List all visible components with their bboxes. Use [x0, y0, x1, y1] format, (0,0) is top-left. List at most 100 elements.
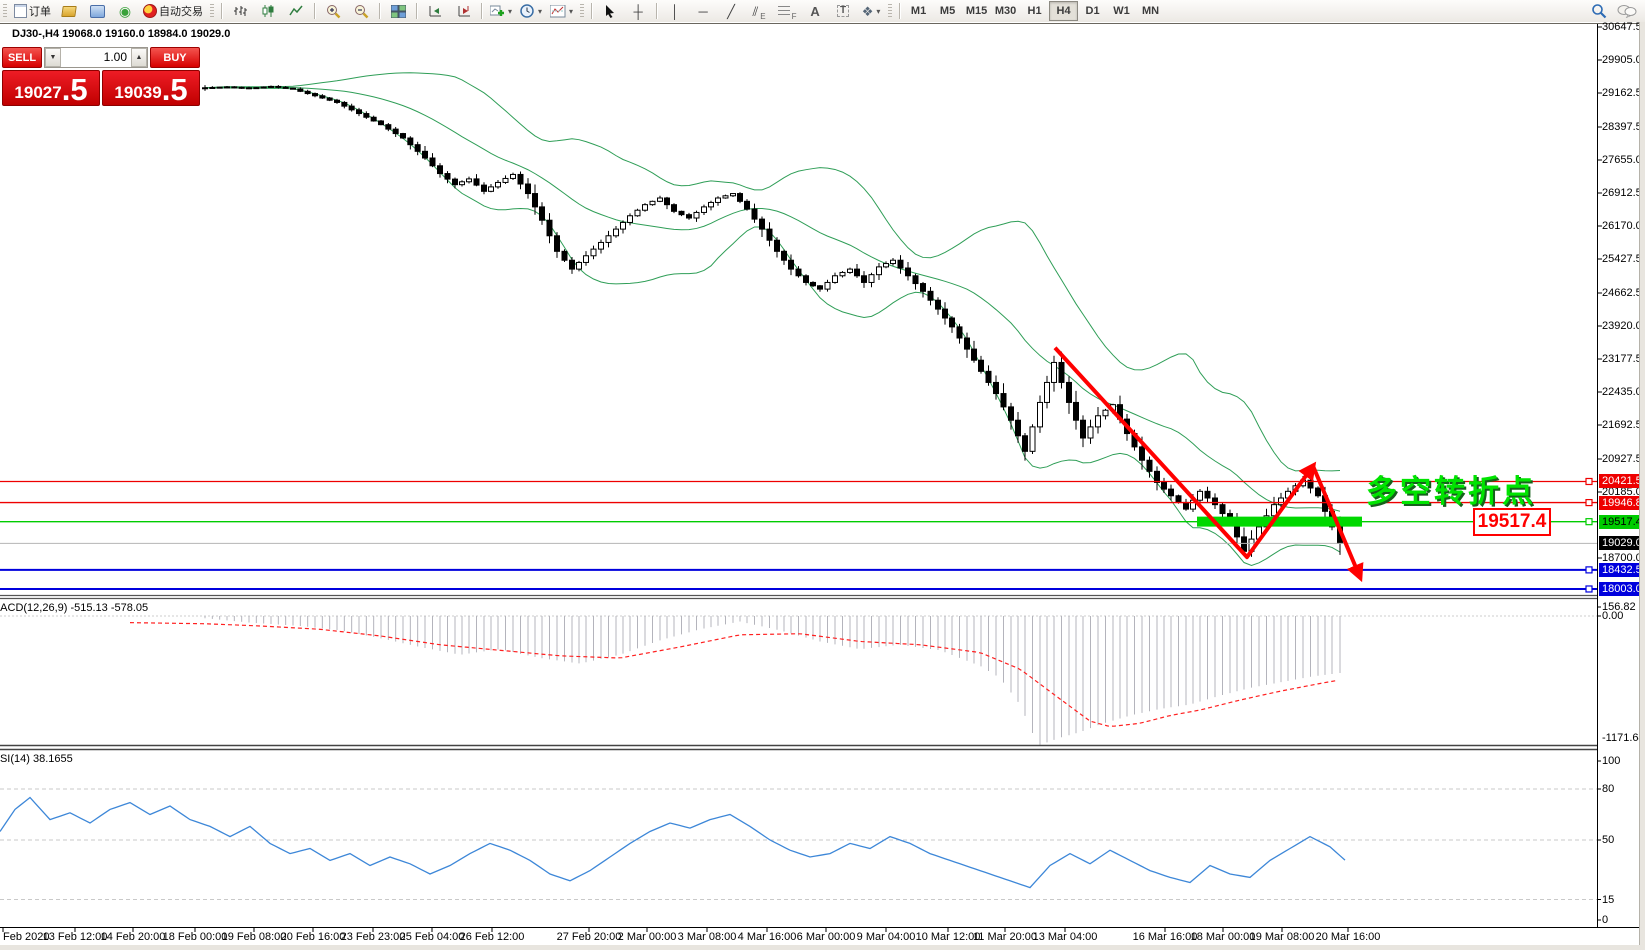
price-axis-label: 15: [1602, 893, 1615, 906]
time-axis-label: 19 Mar 08:00: [1249, 931, 1315, 943]
trendline-icon: ╱: [727, 3, 735, 19]
channel-tool-button[interactable]: ⫽ E: [745, 0, 773, 22]
volume-value[interactable]: 1.00: [103, 50, 127, 64]
text-tool-button[interactable]: A: [801, 0, 829, 22]
cursor-icon: [606, 5, 615, 18]
chat-icon[interactable]: [1617, 4, 1637, 18]
time-axis-label: 3 Mar 08:00: [677, 931, 737, 943]
terminal-button[interactable]: [83, 0, 111, 22]
one-click-trade-panel: SELL ▼ 1.00 ▲ BUY 19027 .5 19039 .5: [2, 47, 200, 106]
channel-icon: ⫽: [752, 3, 759, 19]
chart-canvas[interactable]: [0, 22, 1645, 950]
price-axis-label: 28397.5: [1602, 121, 1642, 133]
profiles-button[interactable]: ▾: [516, 0, 546, 22]
chart-shift-icon: [458, 6, 470, 17]
timeframe-M15[interactable]: M15: [965, 5, 988, 17]
main-toolbar: 订单 ◉ 自动交易 ▾ ▾: [0, 0, 1645, 23]
volume-decrease-button[interactable]: ▼: [45, 48, 61, 67]
horizontal-line-icon: ─: [698, 3, 708, 19]
sell-price-pips: .5: [61, 71, 88, 107]
dropdown-arrow-icon: ▾: [538, 6, 543, 16]
price-axis-label: 29162.5: [1602, 87, 1642, 99]
trendline-tool-button[interactable]: ╱: [717, 0, 745, 22]
shapes-icon: ❖: [861, 3, 874, 19]
price-axis-label: 26912.5: [1602, 187, 1642, 199]
turning-point-annotation[interactable]: 多空转折点: [1366, 474, 1536, 509]
new-order-label: 订单: [29, 6, 51, 18]
time-axis-label: 9 Mar 04:00: [856, 931, 916, 943]
time-axis-label: 6 Mar 00:00: [796, 931, 856, 943]
timeframe-MN[interactable]: MN: [1141, 5, 1160, 17]
indicators-button[interactable]: ▾: [546, 0, 577, 22]
price-axis-label: 18003.0: [1599, 581, 1645, 596]
crosshair-tool-button[interactable]: ┼: [624, 0, 652, 22]
buy-button[interactable]: BUY: [150, 47, 200, 68]
line-chart-icon: [289, 5, 303, 16]
price-axis-label: 19029.0: [1599, 536, 1645, 551]
price-axis-label: -1171.64: [1602, 732, 1645, 744]
chart-shift-button[interactable]: [449, 0, 477, 22]
bar-chart-button[interactable]: [226, 0, 254, 22]
fibonacci-icon: [777, 6, 790, 16]
volume-increase-button[interactable]: ▲: [131, 48, 147, 67]
cursor-tool-button[interactable]: [596, 0, 624, 22]
time-axis-label: 4 Mar 16:00: [737, 931, 797, 943]
timeframe-M5[interactable]: M5: [939, 5, 956, 17]
chart-title: DJ30-,H4 19068.0 19160.0 18984.0 19029.0: [12, 28, 231, 40]
toolbar-grip[interactable]: [3, 4, 7, 18]
autotrading-icon: [143, 4, 157, 18]
time-axis-label: 25 Feb 04:00: [399, 931, 465, 943]
price-axis-label: 50: [1602, 834, 1615, 846]
time-axis-label: 19 Feb 08:00: [221, 931, 287, 943]
time-axis-label: 18 Mar 00:00: [1190, 931, 1256, 943]
new-order-button[interactable]: 订单: [10, 0, 55, 22]
new-chart-icon: [490, 5, 504, 16]
timeframe-D1[interactable]: D1: [1085, 5, 1100, 17]
time-axis-label: 26 Feb 12:00: [459, 931, 525, 943]
label-tool-button[interactable]: T: [829, 0, 857, 22]
history-center-button[interactable]: [55, 0, 83, 22]
candlestick-chart-button[interactable]: [254, 0, 282, 22]
sell-button[interactable]: SELL: [2, 47, 42, 68]
line-chart-button[interactable]: [282, 0, 310, 22]
vertical-line-tool-button[interactable]: │: [661, 0, 689, 22]
order-icon: [14, 4, 27, 18]
new-chart-button[interactable]: ▾: [486, 0, 516, 22]
tile-windows-icon: [390, 4, 406, 18]
auto-scroll-button[interactable]: [421, 0, 449, 22]
autotrading-button[interactable]: 自动交易: [139, 0, 207, 22]
time-axis-label: Feb 2020: [3, 931, 50, 943]
price-annotation-box[interactable]: 19517.4: [1473, 508, 1551, 536]
timeframe-H4[interactable]: H4: [1049, 1, 1079, 21]
timeframe-M1[interactable]: M1: [910, 5, 927, 17]
price-axis-label: 100: [1602, 755, 1621, 767]
signal-icon: ◉: [118, 3, 132, 19]
sell-price-button[interactable]: 19027 .5: [2, 70, 100, 106]
price-axis-label: 18432.5: [1599, 562, 1645, 577]
window-edge-bottom: [0, 945, 1645, 950]
timeframe-H1[interactable]: H1: [1027, 5, 1042, 17]
timeframe-W1[interactable]: W1: [1113, 5, 1130, 17]
dropdown-arrow-icon: ▾: [876, 6, 881, 16]
volume-stepper: ▼ 1.00 ▲: [44, 47, 148, 68]
price-axis-label: 26170.0: [1602, 220, 1642, 232]
macd-indicator-label: MACD(12,26,9) -515.13 -578.05: [0, 602, 152, 614]
tile-windows-button[interactable]: [384, 0, 412, 22]
time-axis-label: 23 Feb 23:00: [340, 931, 406, 943]
fibonacci-tool-letter: F: [791, 12, 797, 21]
price-axis-label: 20927.5: [1602, 453, 1642, 465]
time-axis-label: 27 Feb 20:00: [556, 931, 622, 943]
timeframe-M30[interactable]: M30: [994, 5, 1017, 17]
zoom-in-button[interactable]: [319, 0, 347, 22]
shapes-tool-button[interactable]: ❖ ▾: [857, 0, 885, 22]
zoom-out-button[interactable]: [347, 0, 375, 22]
signals-button[interactable]: ◉: [111, 0, 139, 22]
clock-icon: [520, 3, 534, 18]
package-icon: [61, 5, 77, 17]
buy-price-button[interactable]: 19039 .5: [102, 70, 200, 106]
search-icon[interactable]: [1591, 3, 1607, 19]
price-axis-label: 29905.0: [1602, 54, 1642, 66]
price-axis-label: 80: [1602, 783, 1615, 795]
horizontal-line-tool-button[interactable]: ─: [689, 0, 717, 22]
fibonacci-tool-button[interactable]: F: [773, 0, 801, 22]
